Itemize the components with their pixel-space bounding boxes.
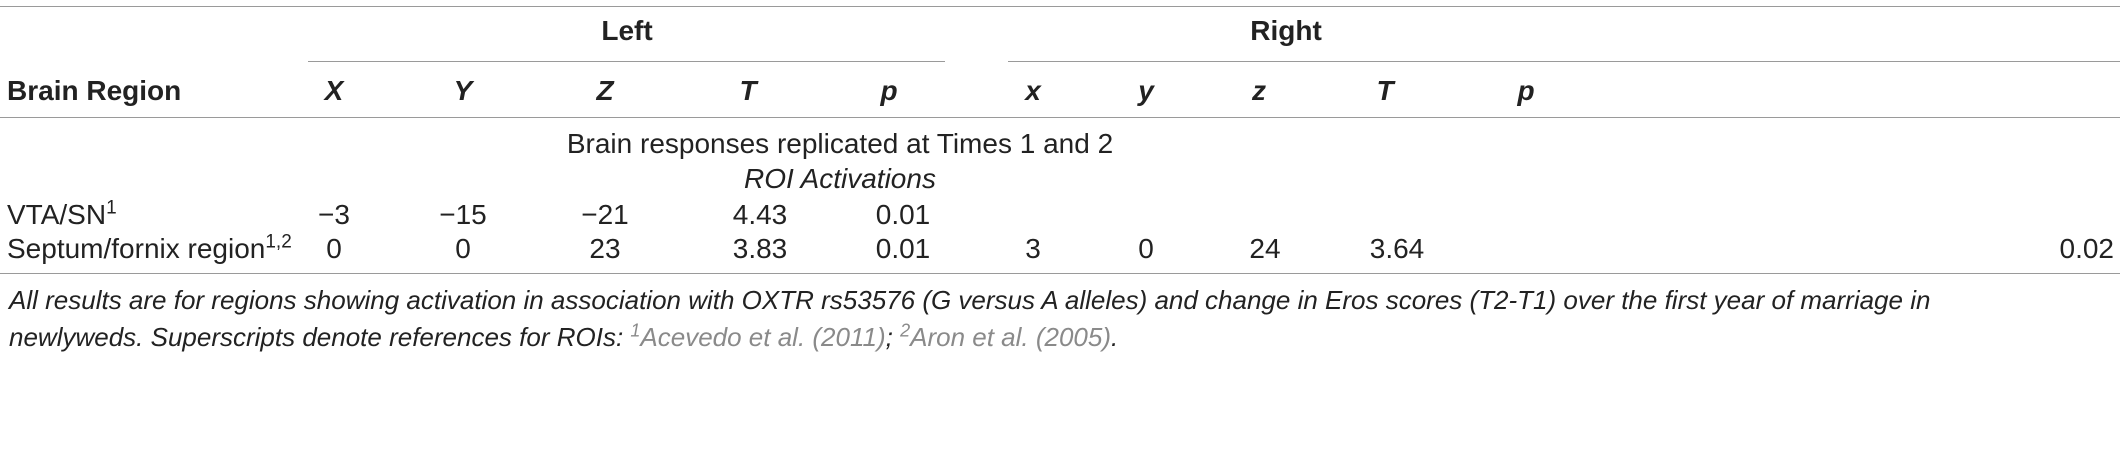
table-cell: 0 [326,233,342,264]
column-header-left-x: X [324,75,344,106]
column-header-right-p: p [1517,75,1535,106]
footnote-line-1: All results are for regions showing acti… [9,285,1931,315]
reference-1-superscript: 1 [630,320,641,341]
column-header-left-y: Y [453,75,473,106]
table-cell: 3 [1025,233,1041,264]
reference-2-superscript: 2 [900,320,911,341]
table-cell: 0.01 [875,233,931,264]
subsection-title: ROI Activations [744,163,936,194]
table-cell: 0 [1138,233,1154,264]
region-reference-superscript: 1,2 [265,231,292,253]
column-header-left-t: T [739,75,757,106]
table-cell: −21 [581,199,629,230]
reference-separator: ; [885,322,901,352]
table-row-region: VTA/SN1 [7,198,117,232]
table-cell: 4.43 [732,199,788,230]
column-header-right-y: y [1138,75,1154,106]
table-cell: 3.83 [732,233,788,264]
table-cell: 0.02 [2059,233,2115,264]
section-title: Brain responses replicated at Times 1 an… [566,128,1114,159]
table-cell: −15 [439,199,487,230]
footnote-period: . [1111,322,1119,352]
table-cell: 23 [589,233,621,264]
column-header-right-x: x [1025,75,1041,106]
table-footnote: All results are for regions showing acti… [9,282,2117,356]
table-bottom-rule [0,273,2120,274]
region-name: VTA/SN [7,199,107,230]
column-header-left-p: p [880,75,898,106]
region-name: Septum/fornix region [7,233,266,264]
group-header-left: Left [601,15,653,46]
table-cell: 3.64 [1369,233,1425,264]
column-header-right-z: z [1252,75,1266,106]
left-group-rule [308,61,945,62]
table-top-rule [0,6,2120,7]
footnote-line-2: newlyweds. Superscripts denote reference… [9,319,2117,356]
table-cell: −3 [318,199,350,230]
column-header-right-t: T [1376,75,1394,106]
reference-2-link[interactable]: Aron et al. (2005) [910,322,1111,352]
region-reference-superscript: 1 [106,197,117,219]
footnote-line-2-text: newlyweds. Superscripts denote reference… [9,322,631,352]
header-bottom-rule [0,117,2120,118]
column-header-left-z: Z [596,75,614,106]
column-header-brain-region: Brain Region [7,75,182,106]
right-group-rule [1008,61,2120,62]
table-row-region: Septum/fornix region1,2 [7,232,292,266]
table-cell: 24 [1249,233,1281,264]
table-cell: 0 [455,233,471,264]
group-header-right: Right [1250,15,1322,46]
table-cell: 0.01 [875,199,931,230]
reference-1-link[interactable]: Acevedo et al. (2011) [640,322,886,352]
